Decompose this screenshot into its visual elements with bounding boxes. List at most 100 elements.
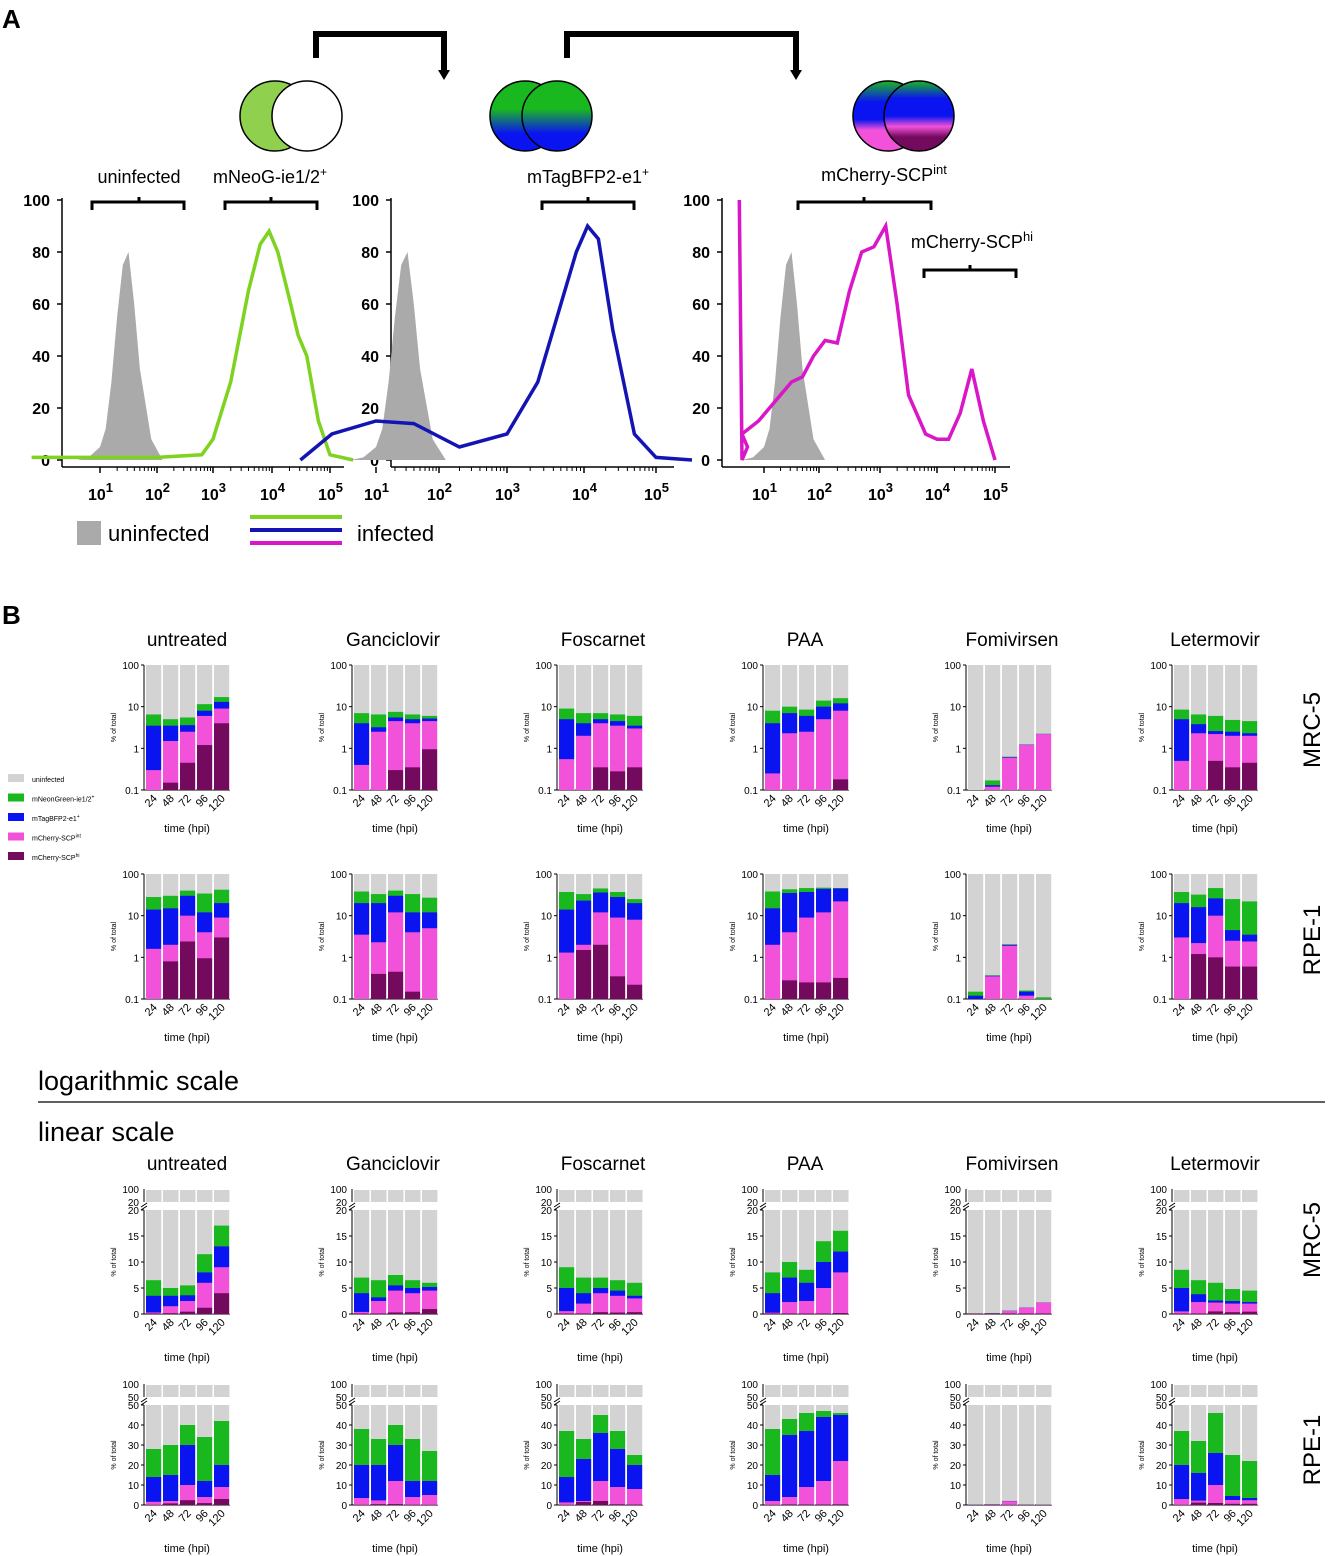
bar-segment-2 <box>1174 1288 1190 1314</box>
bar-segment-0 <box>833 1504 849 1505</box>
bar-segment-0 <box>163 782 179 790</box>
chart-y-tick-label: 100 <box>330 870 347 881</box>
bar-uninfected-break <box>782 1385 798 1397</box>
bar-category-label: 24 <box>143 1317 160 1334</box>
chart-y-tick-label: 1 <box>133 953 139 964</box>
chart-y-tick-label: 0.1 <box>125 995 139 1006</box>
panel-b-legend: uninfectedmNeonGreen-ie1/2+mTagBFP2-e1+m… <box>8 774 95 862</box>
chart-y-tick-label: 20 <box>336 1461 348 1472</box>
bar-uninfected-break <box>163 1190 179 1202</box>
bar-segment-1 <box>765 1312 781 1314</box>
bar-segment-0 <box>405 767 421 790</box>
bar-segment-3 <box>1225 1455 1241 1505</box>
bar-segment-1 <box>1002 945 1018 999</box>
bar-segment-2 <box>765 723 781 790</box>
chart-y-axis-title: % of total <box>111 1247 118 1277</box>
bar-uninfected <box>1002 1210 1018 1314</box>
chart-y-tick-label: 10 <box>950 912 962 923</box>
y-tick-label: 0 <box>370 453 379 470</box>
bar-category-label: 120 <box>1028 1317 1049 1338</box>
bar-segment-1 <box>833 1461 849 1505</box>
bar-uninfected-break <box>163 1385 179 1397</box>
x-ticks-1: 101 102 103 104 105 <box>88 467 343 504</box>
bar-category-label: 48 <box>1188 1317 1205 1334</box>
x-tick-base: 10 <box>752 487 770 504</box>
arrow-2-head <box>790 70 802 80</box>
bar-uninfected-break <box>1191 1385 1207 1397</box>
bar-segment-1 <box>782 733 798 790</box>
cell-line-label-1: RPE-1 <box>1299 905 1326 976</box>
bar-segment-0 <box>559 1313 575 1314</box>
bar-category-label: 24 <box>1171 1508 1188 1525</box>
label-mcherry-int: mCherry-SCPint <box>821 162 947 185</box>
bar-uninfected-break <box>799 1385 815 1397</box>
bar-segment-0 <box>627 984 643 999</box>
x-tick-base: 10 <box>868 487 886 504</box>
bar-category-label: 48 <box>573 793 590 810</box>
y-tick-label: 100 <box>23 193 50 210</box>
bar-category-label: 48 <box>779 793 796 810</box>
bar-segment-0 <box>1225 966 1241 999</box>
bar-segment-2 <box>146 1295 162 1314</box>
chart-y-tick-label: 100 <box>1150 661 1167 672</box>
chart-y-tick-label: 10 <box>128 1258 140 1269</box>
chart-y-tick-label: 50 <box>1156 1401 1168 1412</box>
bar-segment-1 <box>422 1290 438 1314</box>
bar-segment-1 <box>405 1293 421 1314</box>
chart-x-axis-title: time (hpi) <box>783 1032 829 1044</box>
bar-category-label: 120 <box>1234 793 1255 814</box>
bar-segment-1 <box>354 1498 370 1505</box>
bar-segment-2 <box>163 1475 179 1505</box>
chart-y-tick-label: 30 <box>950 1441 962 1452</box>
bar-category-label: 120 <box>414 793 435 814</box>
bar-category-label: 48 <box>1188 793 1205 810</box>
bar-segment-0 <box>1174 1313 1190 1314</box>
x-tick-label: 103 <box>201 480 226 504</box>
bar-segment-0 <box>593 944 609 999</box>
chart-y-axis-title: % of total <box>933 1247 940 1277</box>
bar-category-label: 72 <box>385 1508 402 1525</box>
label-mcherry-int-main: mCherry-SCP <box>821 165 933 185</box>
bar-segment-0 <box>371 1504 387 1505</box>
bar-category-label: 48 <box>368 1508 385 1525</box>
bar-segment-0 <box>1019 1313 1035 1314</box>
bar-category-label: 72 <box>1205 1002 1222 1019</box>
bar-category-label: 120 <box>619 793 640 814</box>
bar-uninfected-break <box>610 1385 626 1397</box>
chart-y-tick-label: 100 <box>535 661 552 672</box>
bar-uninfected-break <box>627 1190 643 1202</box>
panel-a-legend: uninfected infected <box>77 515 434 546</box>
bar-segment-0 <box>405 1312 421 1314</box>
bar-segment-0 <box>782 1313 798 1314</box>
bar-category-label: 24 <box>1171 1317 1188 1334</box>
bar-uninfected-break <box>765 1190 781 1202</box>
label-mtagbfp: mTagBFP2-e1+ <box>527 165 649 187</box>
chart-break-tick-top: 100 <box>535 1380 552 1391</box>
drug-header-linear-4: Fomivirsen <box>966 1154 1059 1175</box>
y-tick-label: 40 <box>32 349 50 366</box>
bar-segment-0 <box>968 1313 984 1314</box>
bar-category-label: 24 <box>762 793 779 810</box>
bar-segment-0 <box>765 1313 781 1314</box>
bar-uninfected <box>985 1405 1001 1505</box>
chart-y-tick-label: 1 <box>546 744 552 755</box>
legend-label-main: mNeonGreen-ie1/2 <box>32 797 92 804</box>
label-mcherry-int-sup: int <box>933 162 947 177</box>
bar-segment-0 <box>985 1313 1001 1314</box>
bar-segment-3 <box>985 780 1001 790</box>
bar-segment-1 <box>559 1311 575 1314</box>
panel-label-a: A <box>2 4 21 34</box>
bar-category-label: 24 <box>556 1002 573 1019</box>
bar-segment-2 <box>146 1477 162 1505</box>
white-circle-icon <box>271 80 343 152</box>
bar-category-label: 72 <box>999 793 1016 810</box>
axis-break-mark <box>348 1397 356 1406</box>
bar-category-label: 48 <box>982 1002 999 1019</box>
bar-segment-1 <box>833 1272 849 1314</box>
drug-header-log-0: untreated <box>147 630 227 651</box>
